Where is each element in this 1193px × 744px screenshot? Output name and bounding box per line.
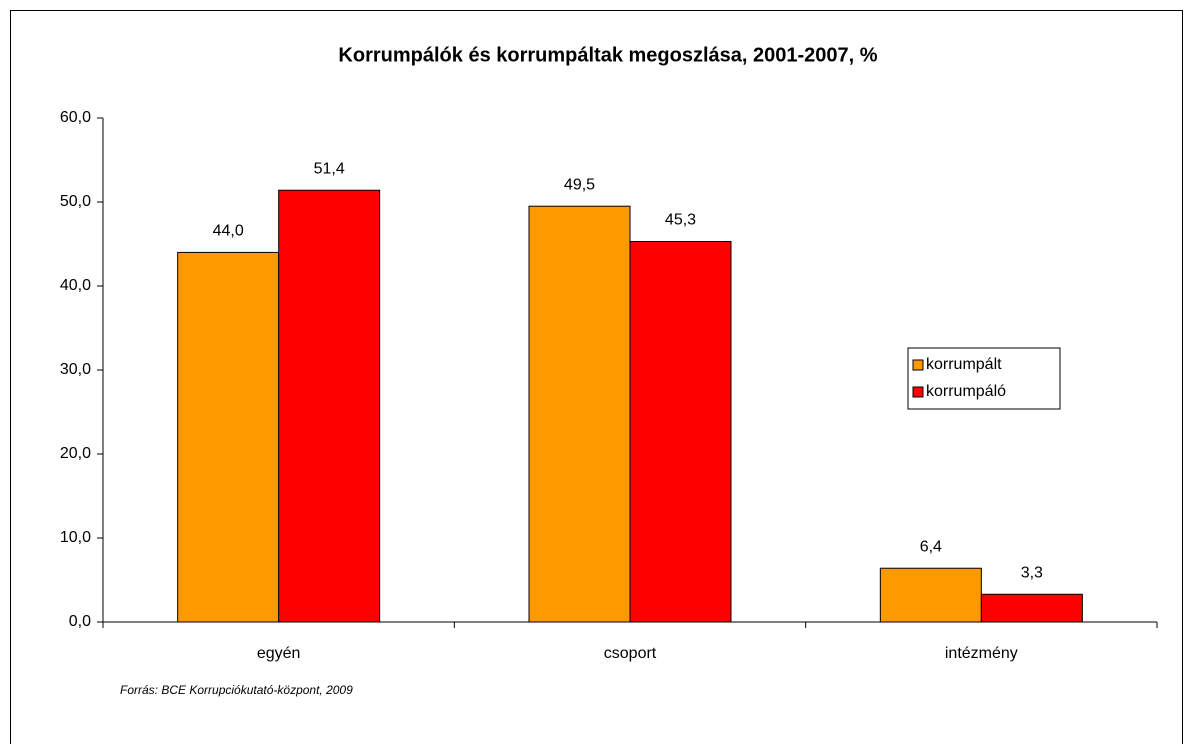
bar — [278, 189, 381, 623]
value-label: 51,4 — [314, 160, 345, 177]
bar — [879, 567, 982, 623]
legend-swatch — [912, 359, 924, 371]
source-note: Forrás: BCE Korrupciókutató-központ, 200… — [120, 683, 353, 697]
value-label: 45,3 — [665, 212, 696, 229]
legend-box — [907, 347, 1061, 410]
y-tick-label: 50,0 — [60, 193, 91, 210]
y-tick-label: 10,0 — [60, 529, 91, 546]
x-tick-label: egyén — [257, 645, 301, 662]
bar — [980, 593, 1083, 623]
y-tick-label: 30,0 — [60, 361, 91, 378]
legend-label: korrumpáló — [926, 383, 1006, 400]
legend-label: korrumpált — [926, 356, 1002, 373]
y-tick-label: 0,0 — [69, 613, 91, 630]
y-tick-label: 60,0 — [60, 109, 91, 126]
value-label: 6,4 — [920, 538, 942, 555]
bar — [528, 205, 631, 623]
x-tick-label: csoport — [604, 645, 657, 662]
value-label: 3,3 — [1021, 564, 1043, 581]
chart-title: Korrumpálók és korrumpáltak megoszlása, … — [338, 44, 877, 66]
bar — [629, 240, 732, 623]
legend-swatch — [912, 386, 924, 398]
value-label: 49,5 — [564, 176, 595, 193]
value-label: 44,0 — [213, 223, 244, 240]
bar — [177, 251, 280, 623]
y-tick-label: 20,0 — [60, 445, 91, 462]
y-tick-label: 40,0 — [60, 277, 91, 294]
x-tick-label: intézmény — [945, 645, 1018, 662]
